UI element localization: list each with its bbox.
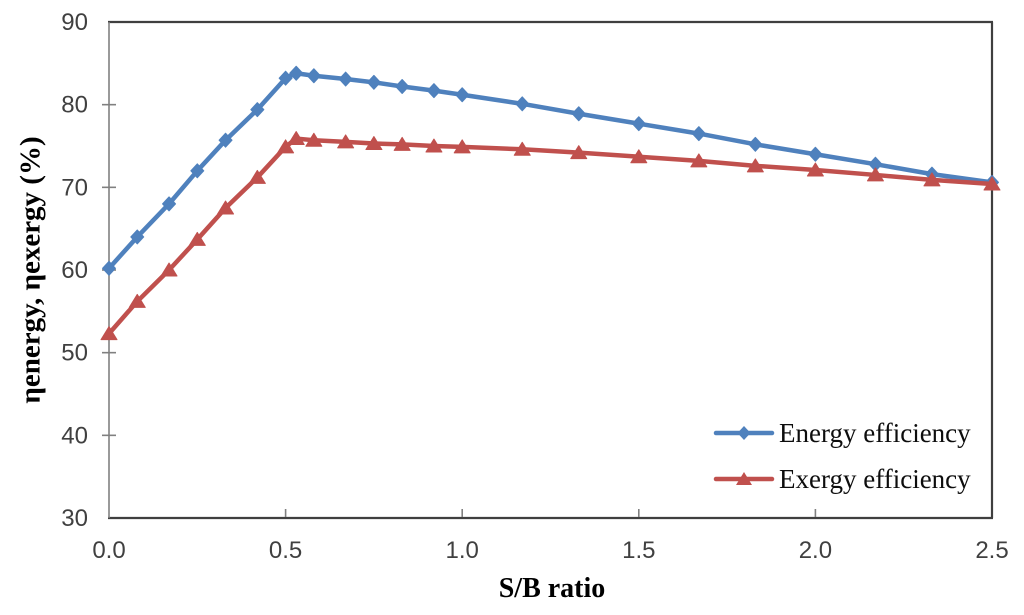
triangle-marker-icon bbox=[736, 472, 752, 485]
x-tick-label: 1.5 bbox=[622, 537, 655, 564]
exergy-efficiency-point bbox=[305, 132, 323, 147]
x-tick-label: 0.0 bbox=[92, 537, 125, 564]
y-tick-label: 70 bbox=[61, 174, 88, 201]
energy-efficiency-point bbox=[130, 229, 145, 245]
exergy-efficiency-point bbox=[453, 139, 471, 154]
exergy-efficiency-point bbox=[425, 138, 443, 153]
energy-efficiency-point bbox=[306, 68, 321, 84]
energy-efficiency-point bbox=[289, 65, 304, 81]
exergy-efficiency-point bbox=[983, 176, 1001, 191]
x-tick-label: 0.5 bbox=[269, 537, 302, 564]
exergy-efficiency-point bbox=[160, 262, 178, 277]
energy-efficiency-point bbox=[162, 196, 177, 212]
exergy-efficiency-point bbox=[393, 136, 411, 151]
energy-efficiency-point bbox=[218, 132, 233, 148]
x-tick-label: 1.0 bbox=[446, 537, 479, 564]
legend-item-energy-efficiency: Energy efficiency bbox=[713, 417, 971, 449]
exergy-series-marker-icon bbox=[713, 472, 775, 485]
exergy-efficiency-point bbox=[806, 162, 824, 177]
energy-efficiency-point bbox=[190, 163, 205, 179]
energy-efficiency-point bbox=[748, 136, 763, 152]
energy-efficiency-point bbox=[426, 83, 441, 99]
exergy-efficiency-point bbox=[513, 141, 531, 156]
y-axis-title: ηenergy, ηexergy (%) bbox=[14, 136, 47, 404]
exergy-efficiency-point bbox=[287, 131, 305, 146]
energy-efficiency-point bbox=[455, 87, 470, 103]
y-tick-label: 30 bbox=[61, 505, 88, 532]
legend: Energy efficiency Exergy efficiency bbox=[713, 417, 971, 495]
diamond-marker-icon bbox=[737, 426, 751, 440]
exergy-efficiency-point bbox=[277, 139, 295, 154]
y-tick-label: 80 bbox=[61, 92, 88, 119]
exergy-efficiency-point bbox=[128, 293, 146, 308]
energy-efficiency-point bbox=[366, 74, 381, 90]
energy-efficiency-point bbox=[102, 260, 116, 276]
energy-efficiency-point bbox=[278, 70, 293, 86]
energy-efficiency-point bbox=[631, 116, 646, 132]
exergy-efficiency-point bbox=[923, 172, 941, 187]
exergy-efficiency-point bbox=[630, 149, 648, 164]
legend-label-exergy: Exergy efficiency bbox=[779, 463, 971, 494]
exergy-efficiency-point bbox=[746, 158, 764, 173]
energy-efficiency-point bbox=[571, 106, 586, 122]
energy-series-marker-icon bbox=[713, 426, 775, 440]
y-tick-label: 40 bbox=[61, 422, 88, 449]
exergy-efficiency-point bbox=[188, 231, 206, 246]
energy-efficiency-point bbox=[395, 78, 410, 94]
energy-efficiency-point bbox=[338, 71, 353, 87]
legend-item-exergy-efficiency: Exergy efficiency bbox=[713, 463, 971, 495]
energy-efficiency-point bbox=[250, 102, 265, 118]
energy-efficiency-point bbox=[515, 96, 530, 112]
y-tick-label: 50 bbox=[61, 340, 88, 367]
exergy-efficiency-point bbox=[100, 326, 118, 341]
x-tick-label: 2.0 bbox=[799, 537, 832, 564]
exergy-efficiency-point bbox=[365, 136, 383, 151]
energy-efficiency-line bbox=[106, 71, 995, 271]
exergy-efficiency-point bbox=[248, 169, 266, 184]
exergy-efficiency-point bbox=[570, 145, 588, 160]
legend-label-energy: Energy efficiency bbox=[779, 417, 971, 448]
exergy-efficiency-line bbox=[106, 136, 995, 336]
exergy-efficiency-point bbox=[337, 134, 355, 149]
y-tick-label: 60 bbox=[61, 257, 88, 284]
exergy-efficiency-point bbox=[217, 200, 235, 215]
x-axis-title: S/B ratio bbox=[498, 573, 606, 604]
energy-efficiency-point bbox=[691, 126, 706, 142]
exergy-efficiency-point bbox=[690, 153, 708, 168]
exergy-efficiency-point bbox=[866, 167, 884, 182]
x-tick-label: 2.5 bbox=[975, 537, 1008, 564]
y-tick-label: 90 bbox=[61, 9, 88, 36]
energy-efficiency-point bbox=[808, 146, 823, 162]
